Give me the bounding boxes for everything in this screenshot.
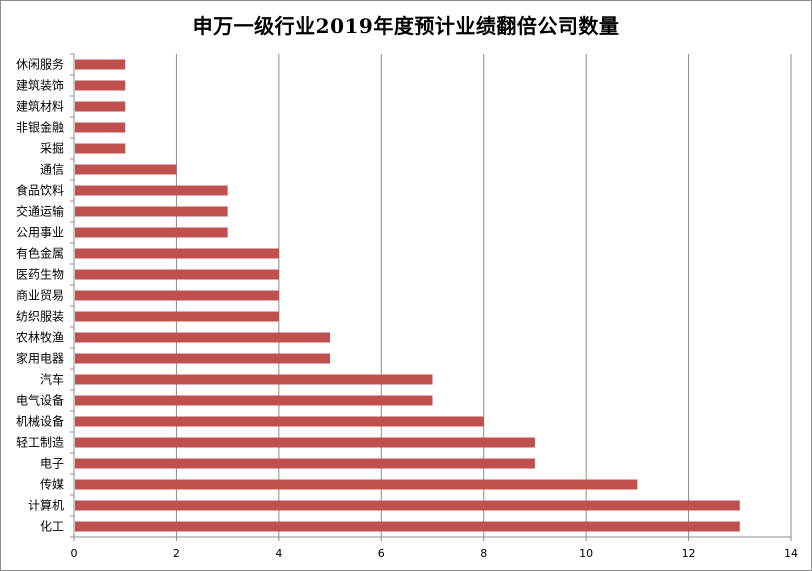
bar — [75, 479, 638, 490]
bar — [75, 122, 126, 133]
x-tick-label: 6 — [378, 547, 385, 560]
category-label: 医药生物 — [16, 268, 64, 282]
bar — [75, 290, 279, 301]
category-label: 电气设备 — [16, 393, 64, 408]
bar — [75, 269, 279, 280]
gridlines — [175, 54, 792, 537]
bars — [75, 59, 740, 532]
category-label: 轻工制造 — [16, 436, 64, 450]
bar — [75, 101, 126, 112]
category-label: 化工 — [40, 520, 64, 534]
category-label: 纺织服装 — [16, 310, 64, 324]
bar — [75, 248, 279, 259]
category-label: 通信 — [40, 163, 64, 177]
category-label: 电子 — [40, 457, 64, 471]
category-label: 交通运输 — [16, 204, 64, 219]
category-label: 计算机 — [28, 498, 64, 513]
x-tick-label: 14 — [784, 547, 798, 560]
bar — [75, 437, 535, 448]
category-label: 有色金属 — [16, 246, 64, 261]
bar — [75, 458, 535, 469]
x-tick-label: 8 — [480, 547, 487, 560]
category-label: 建筑材料 — [16, 99, 64, 114]
x-tick-label: 2 — [173, 547, 180, 560]
bar — [75, 395, 433, 406]
category-label: 机械设备 — [16, 414, 64, 429]
chart-title: 申万一级行业2019年度预计业绩翻倍公司数量 — [192, 14, 620, 38]
category-label: 采掘 — [40, 141, 64, 156]
x-tick-label: 12 — [682, 547, 696, 560]
bar — [75, 206, 228, 217]
category-label: 食品饮料 — [16, 183, 64, 198]
bar — [75, 332, 331, 343]
category-label: 传媒 — [40, 477, 64, 492]
category-label: 公用事业 — [16, 226, 64, 240]
category-label: 汽车 — [40, 372, 64, 387]
category-label: 建筑装饰 — [16, 78, 64, 93]
bar — [75, 227, 228, 238]
bar — [75, 164, 177, 175]
category-label: 农林牧渔 — [16, 331, 64, 345]
bar — [75, 185, 228, 196]
bar — [75, 521, 740, 532]
bar — [75, 374, 433, 385]
category-label: 家用电器 — [16, 351, 64, 366]
x-tick-labels: 0 2 4 6 8 10 12 14 — [71, 547, 799, 560]
bar — [75, 353, 331, 364]
axes — [70, 53, 792, 541]
category-label: 休闲服务 — [16, 57, 64, 72]
bar — [75, 143, 126, 154]
category-labels: 休闲服务建筑装饰建筑材料非银金融采掘通信食品饮料交通运输公用事业有色金属医药生物… — [16, 57, 64, 534]
bar — [75, 416, 484, 427]
x-tick-label: 10 — [579, 547, 593, 560]
bar — [75, 311, 279, 322]
bar — [75, 500, 740, 511]
x-tick-label: 4 — [275, 547, 282, 560]
bar — [75, 80, 126, 91]
category-label: 非银金融 — [16, 120, 64, 135]
category-label: 商业贸易 — [16, 288, 64, 303]
bar — [75, 59, 126, 70]
x-tick-label: 0 — [71, 547, 78, 560]
